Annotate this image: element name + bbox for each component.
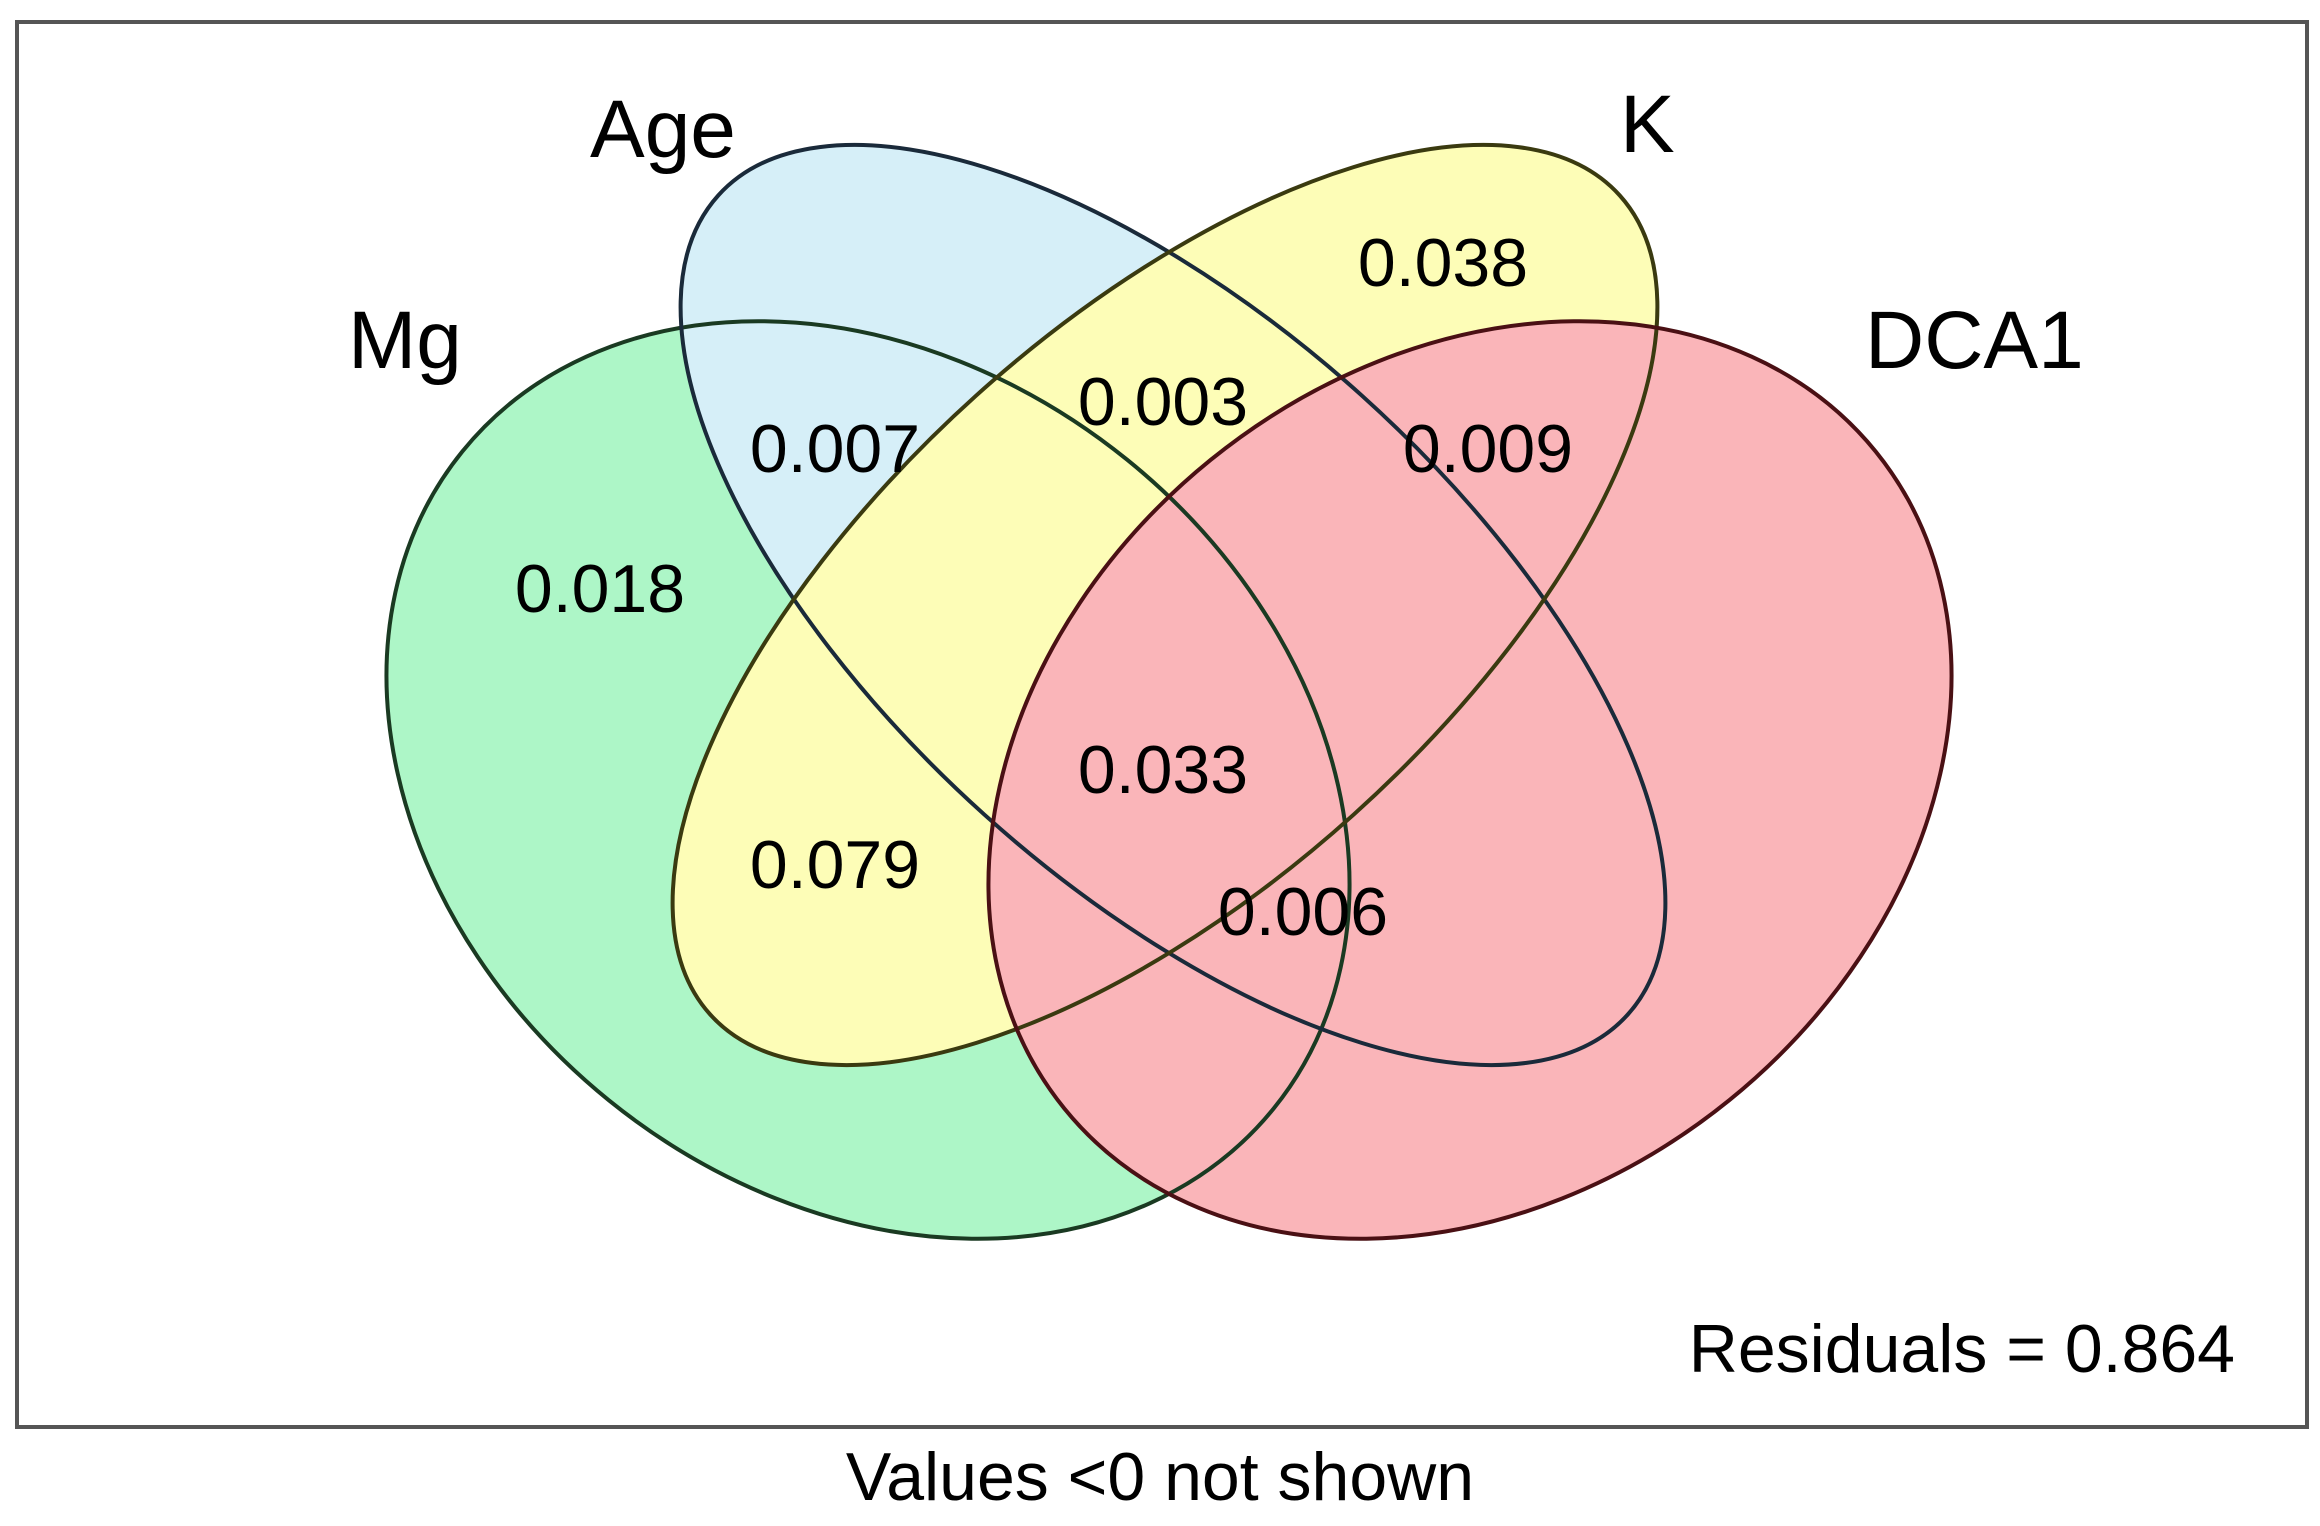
footnote-label: Values <0 not shown (846, 1439, 1474, 1515)
set-outline-dca1 (986, 319, 1954, 1241)
region-value-age-k-dca1: 0.006 (1218, 874, 1388, 950)
set-label-age: Age (590, 84, 736, 175)
set-outline-k (670, 142, 1660, 1068)
set-label-dca1: DCA1 (1865, 295, 2084, 386)
region-value-mg-age-k: 0.079 (750, 827, 920, 903)
set-outline-age (678, 142, 1668, 1068)
region-value-k-dca1: 0.009 (1403, 411, 1573, 487)
set-ellipse-dca1 (988, 321, 1952, 1239)
region-value-age-k: 0.003 (1078, 364, 1248, 440)
region-value-mg-only: 0.018 (515, 551, 685, 627)
region-value-k-only: 0.038 (1358, 225, 1528, 301)
region-value-all-four: 0.033 (1078, 732, 1248, 808)
set-label-mg: Mg (348, 295, 462, 386)
residuals-label: Residuals = 0.864 (1689, 1311, 2235, 1387)
region-value-mg-age: 0.007 (750, 411, 920, 487)
set-label-k: K (1620, 79, 1675, 170)
set-outline-mg (384, 319, 1352, 1241)
